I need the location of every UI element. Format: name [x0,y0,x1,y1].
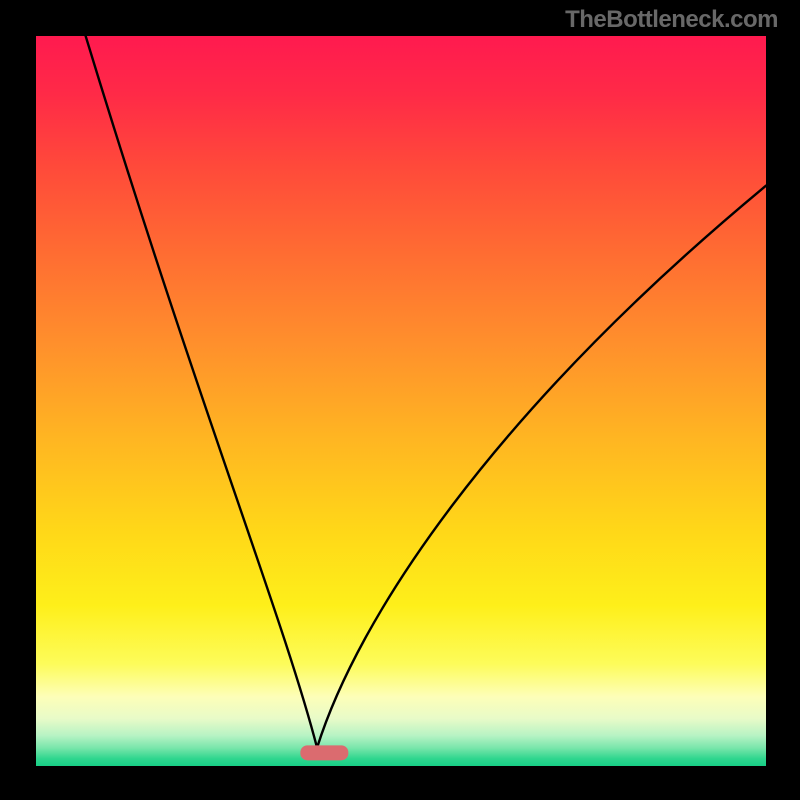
gradient-background [36,36,766,766]
optimal-marker [300,745,348,760]
plot-svg [36,36,766,766]
chart-container: TheBottleneck.com [0,0,800,800]
watermark-text: TheBottleneck.com [565,6,778,34]
plot-area [36,36,766,766]
